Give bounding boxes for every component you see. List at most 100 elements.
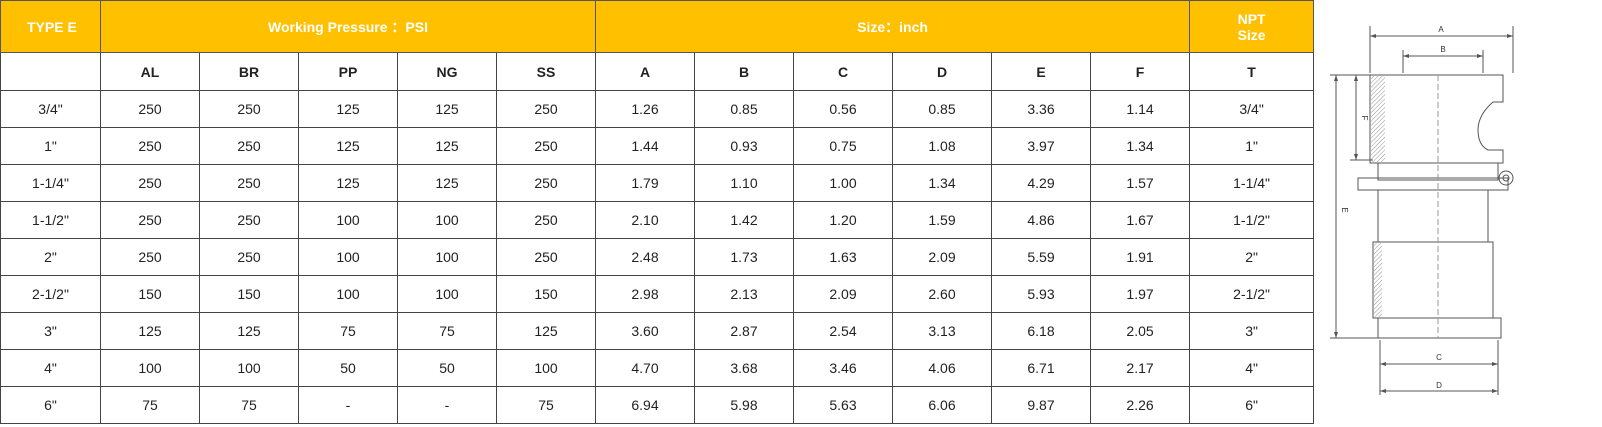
body-upper [1377,189,1489,243]
column-header-pp: PP [298,52,398,91]
column-header-c: C [793,52,893,91]
table-cell: 100 [298,201,398,239]
table-cell: 1.34 [892,164,992,202]
dim-label-e: E [1340,207,1349,212]
table-cell: 1.67 [1089,201,1191,239]
column-header-br: BR [199,52,299,91]
table-cell: 3.97 [991,127,1091,165]
table-cell: 75 [496,386,596,424]
table-cell: - [397,386,497,424]
table-cell: 125 [298,127,398,165]
type-label: TYPE E [0,0,101,53]
table-cell: 1" [1189,127,1315,165]
table-cell: 100 [298,275,398,313]
table-cell: 1.57 [1089,164,1191,202]
dim-label-f: F [1360,116,1369,121]
table-row: 1-1/4" 250 250 125 125 250 1.79 1.10 1.00 1.34 4.2… [0,164,1315,202]
table-cell: 250 [496,201,596,239]
table-cell: 3" [1189,312,1315,350]
table-cell: 2.48 [595,238,695,276]
table-cell: 250 [100,238,200,276]
column-header-al: AL [100,52,200,91]
table-cell: 0.75 [793,127,893,165]
table-cell: 100 [496,349,596,387]
table-body: 3/4" 250 250 125 125 250 1.26 0.85 0.56 0.85 3.36 1… [0,90,1315,424]
table-cell: 2.17 [1089,349,1191,387]
type-e-adapter-drawing: A B C D E F [1330,25,1514,395]
npt-label: NPT [1237,10,1266,27]
row-size-cell: 1-1/2" [0,201,101,239]
table-cell: 4.29 [991,164,1091,202]
table-cell: 3.60 [595,312,695,350]
table-cell: 250 [100,127,200,165]
dim-label-a: A [1438,25,1444,34]
row-size-cell: 4" [0,349,101,387]
size-label: Size [1237,26,1266,43]
table-cell: 3.46 [793,349,893,387]
table-cell: 4" [1189,349,1315,387]
table-cell: 250 [199,238,299,276]
table-cell: 250 [496,164,596,202]
dim-label-c: C [1436,353,1442,362]
row-size-cell: 6" [0,386,101,424]
table-cell: 2.98 [595,275,695,313]
table-cell: 125 [397,90,497,128]
column-header-ss: SS [496,52,596,91]
table-cell: 125 [298,90,398,128]
table-cell: 250 [496,127,596,165]
row-size-cell: 2" [0,238,101,276]
table-cell: 0.85 [892,90,992,128]
column-header-ng: NG [397,52,497,91]
column-header-d: D [892,52,992,91]
table-cell: 9.87 [991,386,1091,424]
table-cell: 1.91 [1089,238,1191,276]
table-row: 1-1/2" 250 250 100 100 250 2.10 1.42 1.20 1.59 4.8… [0,201,1315,239]
table-cell: 150 [199,275,299,313]
table-cell: 5.93 [991,275,1091,313]
table-cell: 250 [100,201,200,239]
table-cell: 150 [100,275,200,313]
spec-table: TYPE E Working Pressure ：PSI Size：inch N… [0,0,1315,424]
column-header-e: E [991,52,1091,91]
column-header-t: T [1189,52,1315,91]
table-cell: 5.59 [991,238,1091,276]
table-cell: 250 [199,201,299,239]
size-header: Size：inch [594,0,1191,53]
table-cell: 125 [496,312,596,350]
table-cell: 100 [397,238,497,276]
table-cell: 125 [298,164,398,202]
table-cell: 100 [397,275,497,313]
header-band-row: TYPE E Working Pressure ：PSI Size：inch N… [0,0,1315,53]
column-header-f: F [1089,52,1191,91]
table-cell: 3.36 [991,90,1091,128]
body-shank [1372,241,1494,319]
table-cell: 100 [298,238,398,276]
table-cell: 1.97 [1089,275,1191,313]
table-cell: 1.63 [793,238,893,276]
column-header-a: A [595,52,695,91]
table-cell: 2-1/2" [1189,275,1315,313]
table-cell: 125 [397,164,497,202]
table-cell: 1-1/2" [1189,201,1315,239]
table-cell: 250 [199,127,299,165]
table-cell: 75 [298,312,398,350]
table-cell: 75 [100,386,200,424]
table-cell: 3.13 [892,312,992,350]
table-cell: 1.10 [694,164,794,202]
table-cell: 250 [199,164,299,202]
table-cell: 2.10 [595,201,695,239]
table-cell: 4.06 [892,349,992,387]
table-cell: 1-1/4" [1189,164,1315,202]
table-cell: 50 [397,349,497,387]
working-pressure-header: Working Pressure ：PSI [100,0,596,53]
table-cell: 4.86 [991,201,1091,239]
table-row: 4" 100 100 50 50 100 4.70 3.68 3.46 4.06 6.71 2.17 4… [0,349,1315,387]
table-cell: 2.05 [1089,312,1191,350]
table-cell: 2.09 [793,275,893,313]
coupling-technical-drawing: A B C D E F [1318,0,1602,422]
npt-size-header: NPT Size [1189,0,1315,53]
table-cell: 6" [1189,386,1315,424]
flange [1357,177,1509,191]
table-cell: 3.68 [694,349,794,387]
table-cell: 6.71 [991,349,1091,387]
